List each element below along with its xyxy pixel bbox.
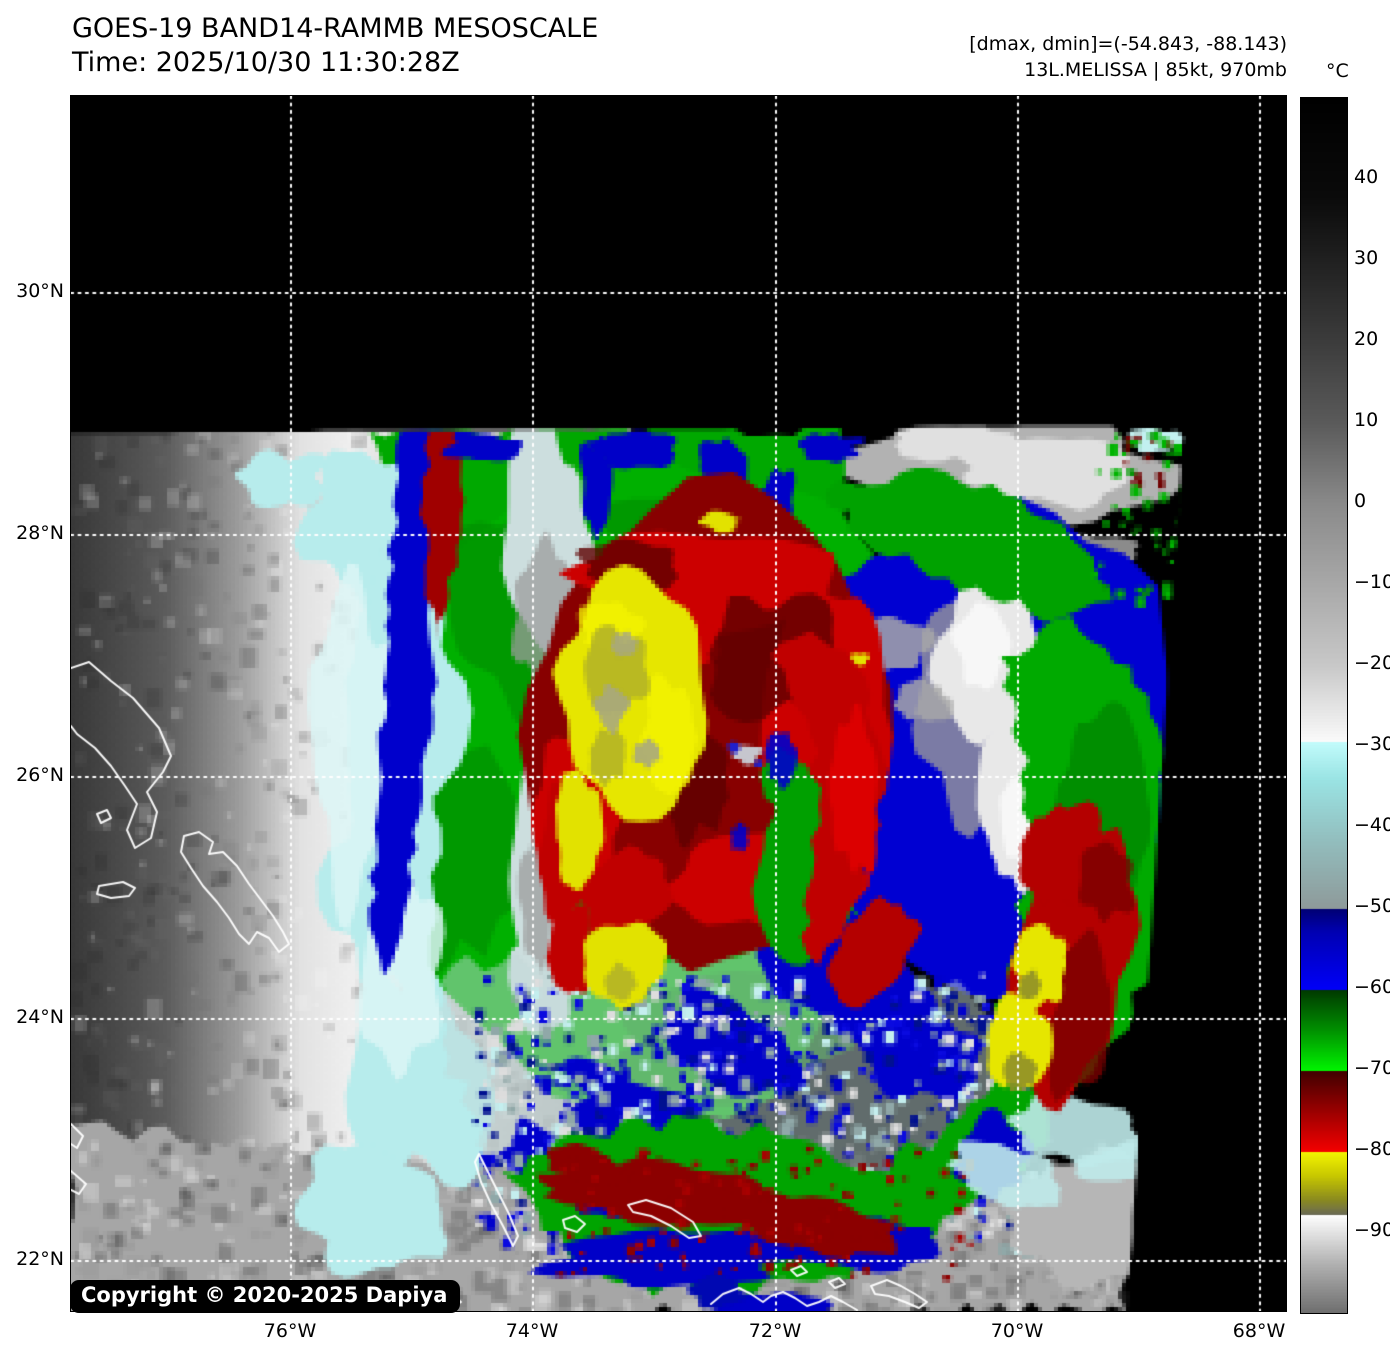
colorbar-canvas [1301,98,1347,1313]
dmax-dmin-label: [dmax, dmin]=(-54.843, -88.143) [969,33,1287,55]
time-label: Time: 2025/10/30 11:30:28Z [72,47,460,78]
lat-tick-label: 22°N [16,1248,64,1270]
lat-tick-label: 30°N [16,280,64,302]
lon-tick-label: 76°W [263,1320,317,1342]
colorbar-tick-label: −80 [1354,1138,1390,1160]
lat-tick-label: 24°N [16,1006,64,1028]
colorbar-unit-label: °C [1326,60,1349,82]
colorbar-tick-label: 0 [1354,490,1367,512]
lon-tick-label: 68°W [1232,1320,1286,1342]
lon-tick-label: 72°W [748,1320,802,1342]
colorbar-tick-label: −60 [1354,976,1390,998]
lat-tick-label: 26°N [16,764,64,786]
colorbar-tick-label: −20 [1354,652,1390,674]
colorbar-tick-label: −70 [1354,1057,1390,1079]
colorbar-tick-label: 30 [1354,247,1379,269]
colorbar-tick-label: 20 [1354,328,1379,350]
lat-tick-label: 28°N [16,522,64,544]
title-block: GOES-19 BAND14-RAMMB MESOSCALE Time: 202… [72,12,598,80]
colorbar-tick-label: −40 [1354,814,1390,836]
colorbar [1300,97,1348,1314]
lon-tick-label: 74°W [505,1320,559,1342]
storm-info-label: 13L.MELISSA | 85kt, 970mb [1024,59,1287,81]
lon-tick-label: 70°W [990,1320,1044,1342]
colorbar-tick-label: −30 [1354,733,1390,755]
colorbar-tick-label: −90 [1354,1219,1390,1241]
colorbar-tick-label: 40 [1354,166,1379,188]
copyright-badge: Copyright © 2020-2025 Dapiya [70,1280,461,1313]
satellite-canvas [71,96,1286,1311]
header-right: [dmax, dmin]=(-54.843, -88.143) 13L.MELI… [969,31,1287,83]
satellite-map: Copyright © 2020-2025 Dapiya [70,95,1287,1313]
page-title: GOES-19 BAND14-RAMMB MESOSCALE [72,13,599,44]
colorbar-tick-label: 10 [1354,409,1379,431]
colorbar-tick-label: −10 [1354,571,1390,593]
colorbar-tick-label: −50 [1354,895,1390,917]
